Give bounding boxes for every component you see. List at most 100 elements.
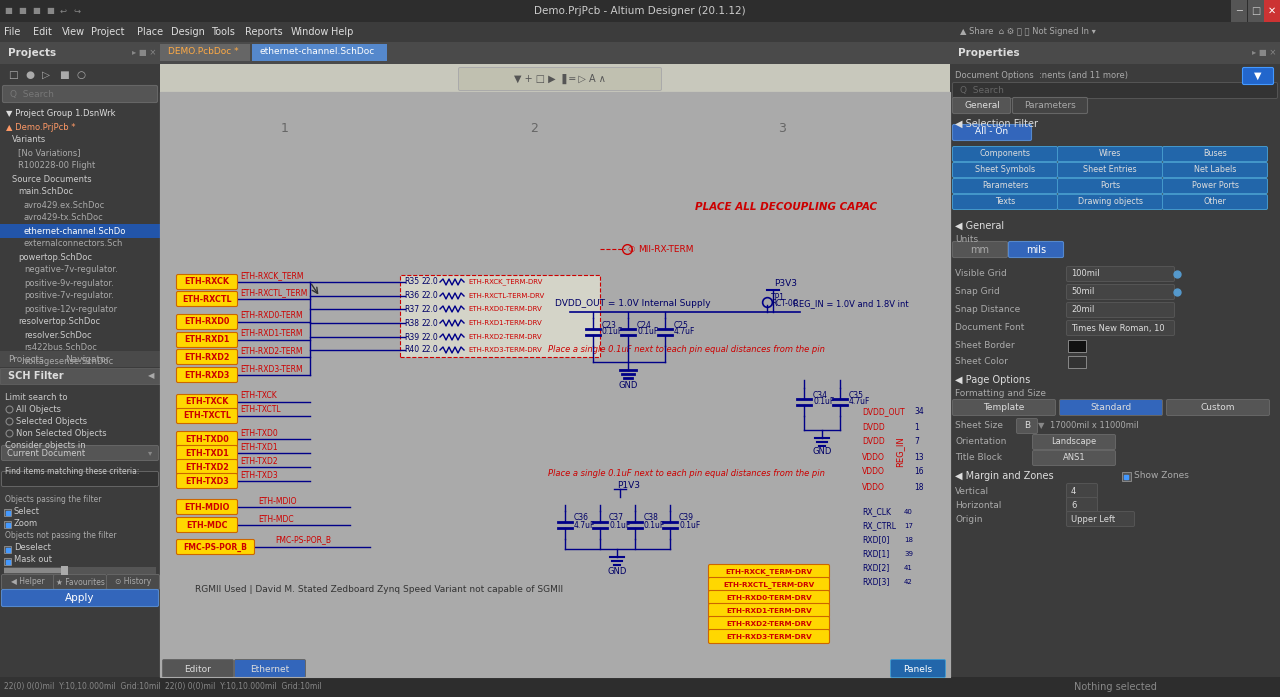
- FancyBboxPatch shape: [177, 291, 238, 307]
- Text: negative-7v-regulator.: negative-7v-regulator.: [24, 266, 118, 275]
- Text: ▸ ■ ×: ▸ ■ ×: [1252, 49, 1276, 57]
- Text: Ports: Ports: [1100, 181, 1120, 190]
- Bar: [0, 22, 1280, 42]
- Text: Power Ports: Power Ports: [1192, 181, 1239, 190]
- FancyBboxPatch shape: [1, 471, 159, 487]
- FancyBboxPatch shape: [1057, 162, 1162, 178]
- Text: C36: C36: [573, 514, 589, 523]
- FancyBboxPatch shape: [1162, 178, 1267, 194]
- Bar: [160, 92, 950, 142]
- Text: Landscape: Landscape: [1051, 438, 1097, 447]
- FancyBboxPatch shape: [952, 194, 1057, 210]
- Text: Source Documents: Source Documents: [12, 174, 92, 183]
- Text: 0.1uF: 0.1uF: [644, 521, 666, 530]
- Text: P1V3: P1V3: [617, 482, 640, 491]
- Text: ETH-RXD2: ETH-RXD2: [184, 353, 229, 362]
- Text: Panels: Panels: [904, 664, 933, 673]
- Text: Components: Components: [979, 149, 1030, 158]
- FancyBboxPatch shape: [458, 68, 662, 91]
- Text: REG_IN = 1.0V and 1.8V int: REG_IN = 1.0V and 1.8V int: [794, 300, 909, 309]
- Text: Zoom: Zoom: [14, 519, 38, 528]
- Text: Edit: Edit: [33, 27, 52, 37]
- Text: ETH-TXCTL: ETH-TXCTL: [183, 411, 230, 420]
- Text: powertop.SchDoc: powertop.SchDoc: [18, 252, 92, 261]
- Text: Limit search to: Limit search to: [5, 392, 68, 401]
- Bar: [0, 677, 160, 697]
- Text: R38: R38: [404, 319, 419, 328]
- FancyBboxPatch shape: [1243, 68, 1274, 84]
- Text: 6: 6: [1071, 500, 1076, 510]
- FancyBboxPatch shape: [952, 241, 1007, 257]
- Text: 40: 40: [904, 509, 913, 515]
- FancyBboxPatch shape: [1162, 194, 1267, 210]
- Text: 20mil: 20mil: [1071, 305, 1094, 314]
- Text: ETH-RXCK: ETH-RXCK: [184, 277, 229, 286]
- Text: 100mil: 100mil: [1071, 270, 1100, 279]
- Text: [No Variations]: [No Variations]: [18, 148, 81, 158]
- Text: DVDD_OUT: DVDD_OUT: [861, 408, 905, 417]
- Bar: [0, 351, 160, 367]
- Text: ANS1: ANS1: [1062, 454, 1085, 463]
- Text: 41: 41: [904, 565, 913, 571]
- Text: Sheet Symbols: Sheet Symbols: [975, 165, 1036, 174]
- Bar: [4, 546, 12, 553]
- Text: Parameters: Parameters: [982, 181, 1028, 190]
- FancyBboxPatch shape: [177, 314, 238, 330]
- Text: ETH-RXD2-TERM: ETH-RXD2-TERM: [241, 346, 302, 355]
- Text: □: □: [8, 70, 18, 80]
- Text: ethernet-channel.SchDo: ethernet-channel.SchDo: [24, 227, 127, 236]
- Text: 22.0: 22.0: [422, 291, 439, 300]
- Text: positive-9v-regulator.: positive-9v-regulator.: [24, 279, 114, 287]
- Text: ▲ Demo.PrjPcb *: ▲ Demo.PrjPcb *: [6, 123, 76, 132]
- Text: ETH-RXCK_TERM-DRV: ETH-RXCK_TERM-DRV: [468, 279, 543, 285]
- FancyBboxPatch shape: [234, 659, 306, 677]
- Text: Wires: Wires: [1098, 149, 1121, 158]
- Text: ■: ■: [32, 6, 40, 15]
- Text: SCH Filter: SCH Filter: [8, 371, 64, 381]
- Text: ETH-RXD0-TERM-DRV: ETH-RXD0-TERM-DRV: [468, 306, 541, 312]
- Bar: [1231, 0, 1247, 22]
- Text: ETH-RXD3-TERM-DRV: ETH-RXD3-TERM-DRV: [726, 634, 812, 640]
- Text: Select: Select: [14, 507, 40, 516]
- Text: ▼ + □ ▶ ▐ ═ ▷ A ∧: ▼ + □ ▶ ▐ ═ ▷ A ∧: [515, 74, 605, 84]
- FancyBboxPatch shape: [952, 399, 1056, 415]
- Bar: [4, 509, 12, 516]
- Text: ETH-TXCTL: ETH-TXCTL: [241, 406, 280, 415]
- Text: 0.1uF: 0.1uF: [609, 521, 630, 530]
- Text: 22(0) 0(0)mil  Y:10,10.000mil  Grid:10mil: 22(0) 0(0)mil Y:10,10.000mil Grid:10mil: [4, 682, 161, 691]
- Text: Consider objects in: Consider objects in: [5, 441, 86, 450]
- Bar: [160, 64, 950, 92]
- Bar: [4, 568, 64, 573]
- Text: ETH-RXD2-TERM-DRV: ETH-RXD2-TERM-DRV: [726, 621, 812, 627]
- FancyBboxPatch shape: [1033, 434, 1115, 450]
- Text: C35: C35: [849, 390, 864, 399]
- FancyBboxPatch shape: [1066, 321, 1175, 335]
- Text: Buses: Buses: [1203, 149, 1226, 158]
- Text: Template: Template: [983, 404, 1025, 413]
- Bar: [950, 22, 1280, 697]
- Text: ■: ■: [46, 6, 54, 15]
- FancyBboxPatch shape: [952, 146, 1057, 162]
- Text: ETH-RXD3-TERM-DRV: ETH-RXD3-TERM-DRV: [468, 347, 541, 353]
- Text: ETH-RXD0: ETH-RXD0: [184, 318, 229, 326]
- FancyBboxPatch shape: [177, 367, 238, 383]
- Text: ETH-RXD2-TERM-DRV: ETH-RXD2-TERM-DRV: [468, 334, 541, 340]
- Text: ▷: ▷: [42, 70, 50, 80]
- FancyBboxPatch shape: [177, 395, 238, 410]
- Text: 4.7uF: 4.7uF: [573, 521, 595, 530]
- Text: PLACE ALL DECOUPLING CAPAC: PLACE ALL DECOUPLING CAPAC: [695, 202, 877, 212]
- Bar: [0, 64, 160, 85]
- Bar: [160, 92, 950, 677]
- Text: REG_IN: REG_IN: [896, 436, 905, 468]
- Text: ▲ Share  ⌂ ⚙ 🔔 ⓘ Not Signed In ▾: ▲ Share ⌂ ⚙ 🔔 ⓘ Not Signed In ▾: [960, 27, 1096, 36]
- Text: 22.0: 22.0: [422, 332, 439, 342]
- FancyBboxPatch shape: [1066, 284, 1175, 300]
- Text: GND: GND: [607, 567, 627, 576]
- Text: ETH-RXCTL_TERM: ETH-RXCTL_TERM: [241, 289, 307, 298]
- Text: mm: mm: [970, 245, 989, 255]
- Text: main.SchDoc: main.SchDoc: [18, 187, 73, 197]
- Text: 18: 18: [904, 537, 913, 543]
- FancyBboxPatch shape: [1, 574, 55, 590]
- Text: 0.1uF: 0.1uF: [813, 397, 835, 406]
- Text: RXD[2]: RXD[2]: [861, 563, 890, 572]
